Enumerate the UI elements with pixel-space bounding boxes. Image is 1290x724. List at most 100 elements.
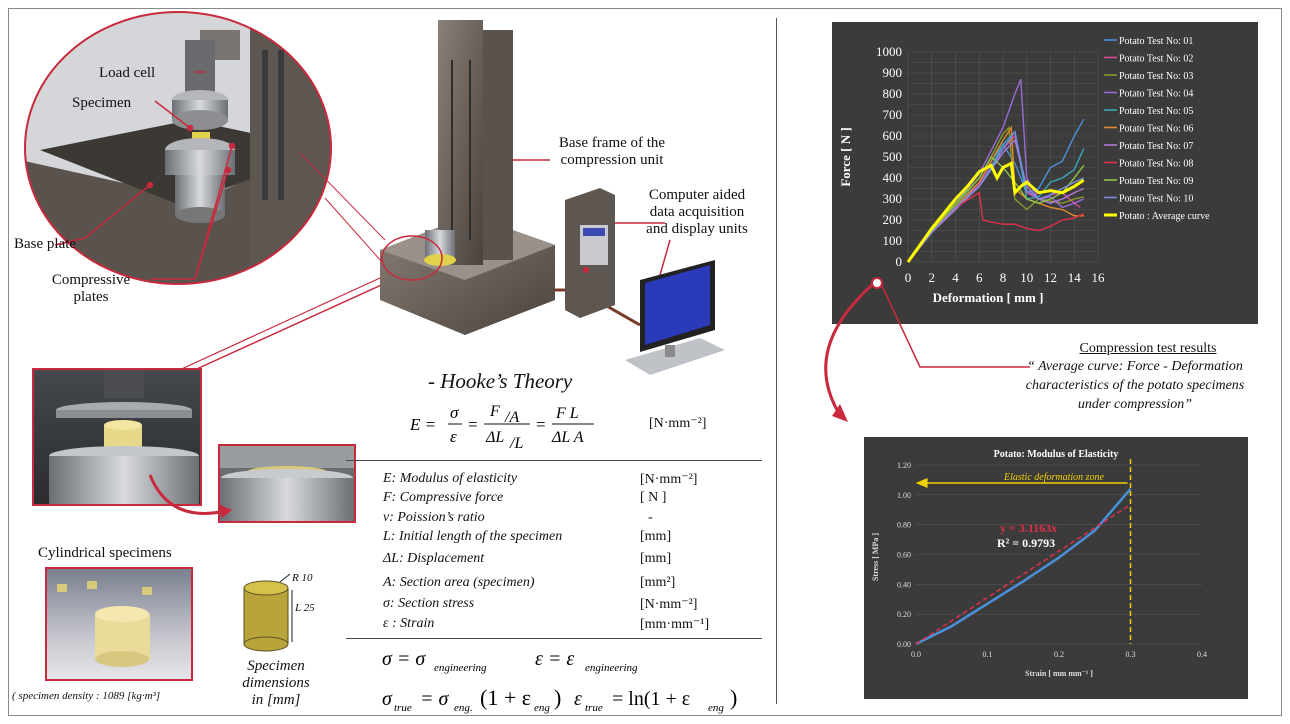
y-axis-label: Stress [ MPa ] — [871, 533, 880, 581]
svg-text:F: F — [489, 403, 500, 420]
label-dims-line3: in [mm] — [251, 692, 301, 708]
legend-label: Potato Test No: 07 — [1119, 141, 1193, 152]
legend-label: Potato Test No: 03 — [1119, 71, 1193, 82]
elastic-zone-arrowhead — [915, 478, 928, 488]
label-base-frame: Base frame of the compression unit — [548, 135, 676, 169]
series-line — [907, 138, 1085, 263]
results-caption-line1: “ Average curve: Force - Deformation — [1027, 359, 1243, 374]
y-tick-label: 200 — [883, 212, 903, 227]
series-line — [907, 130, 1085, 263]
hooke-separator-top — [346, 460, 762, 461]
legend-label: Potato Test No: 04 — [1119, 89, 1193, 100]
param-unit: - — [648, 510, 653, 525]
compression-machine — [299, 20, 641, 335]
hooke-title: - Hooke’s Theory — [428, 369, 573, 393]
zoom-detail — [25, 12, 331, 284]
param-unit: [mm·mm⁻¹] — [640, 617, 710, 632]
param-unit: [mm] — [640, 551, 672, 566]
param-name: σ: Section stress — [383, 596, 475, 611]
param-name: A: Section area (specimen) — [383, 575, 535, 590]
svg-text:ΔL A: ΔL A — [551, 429, 584, 446]
svg-text:ε = ε: ε = ε — [535, 648, 574, 670]
label-computer-line3: and display units — [646, 221, 748, 237]
svg-text:/L: /L — [509, 435, 523, 452]
legend-label: Potato Test No: 02 — [1119, 54, 1193, 65]
y-tick-label: 700 — [883, 107, 903, 122]
y-tick-label: 800 — [883, 86, 903, 101]
param-name: L: Initial length of the specimen — [383, 529, 563, 544]
x-tick-label: 10 — [1020, 270, 1033, 285]
control-cabinet — [565, 188, 615, 318]
photo-specimen-compressed — [218, 444, 356, 523]
x-tick-label: 14 — [1068, 270, 1082, 285]
param-unit: [ N ] — [640, 490, 667, 505]
series-line — [907, 79, 1085, 263]
force-deformation-chart-panel: 0 100 200 300 400 500 600 700 800 900 1000 0 2 4 6 8 10 1… — [832, 22, 1258, 324]
y-tick-label: 500 — [883, 149, 903, 164]
svg-text:ε: ε — [450, 427, 457, 446]
label-density: ( specimen density : 1089 [kg·m³] — [12, 690, 161, 702]
label-computer: Computer aided data acquisition and disp… — [636, 187, 758, 238]
y-tick-label: 0.80 — [897, 521, 911, 530]
trendline-equation: y = 3.1163x — [1000, 521, 1057, 535]
x-tick-label: 2 — [929, 270, 936, 285]
param-name: ΔL: Displacement — [383, 551, 485, 566]
force-deformation-chart: 0 100 200 300 400 500 600 700 800 900 1000 0 2 4 6 8 10 1… — [838, 36, 1210, 305]
label-compressive-line1: Compressive — [51, 272, 131, 288]
label-compressive-line2: plates — [73, 289, 109, 305]
label-specimen: Specimen — [72, 95, 132, 111]
x-tick-label: 0.0 — [911, 650, 921, 659]
x-tick-label: 0.2 — [1054, 650, 1064, 659]
x-tick-label: 16 — [1092, 270, 1106, 285]
label-cylindrical: Cylindrical specimens — [38, 545, 172, 561]
x-tick-label: 12 — [1044, 270, 1057, 285]
label-specimen-dims: Specimen dimensions in [mm] — [236, 658, 316, 709]
series-line — [906, 160, 1085, 263]
label-computer-line2: data acquisition — [649, 204, 745, 220]
results-caption-title: Compression test results — [1079, 341, 1217, 356]
label-load-cell: Load cell — [99, 65, 156, 81]
x-tick-label: 4 — [952, 270, 959, 285]
label-base-frame-line1: Base frame of the — [558, 135, 666, 151]
label-dim-l: L 25 — [295, 602, 315, 614]
svg-text:ε: ε — [574, 688, 582, 710]
svg-text:/A: /A — [504, 409, 519, 426]
svg-text:): ) — [554, 685, 561, 710]
svg-text:engineering: engineering — [585, 662, 638, 674]
label-dim-r: R 10 — [292, 572, 313, 584]
svg-text:= ln(1 + ε: = ln(1 + ε — [612, 688, 690, 710]
y-tick-label: 1.00 — [897, 491, 911, 500]
param-unit: [mm²] — [640, 575, 676, 590]
y-axis-label: Force [ N ] — [838, 127, 853, 186]
svg-text:E =: E = — [410, 415, 436, 434]
photo-cylindrical-specimens — [45, 567, 193, 681]
label-base-plate: Base plate — [14, 236, 77, 252]
param-name: F: Compressive force — [383, 490, 504, 505]
results-arrows — [824, 277, 1030, 422]
photo-compression-test — [32, 368, 202, 506]
stress-strain-definitions: σ = σ engineering ε = ε engineering σ tr… — [382, 648, 737, 714]
y-tick-label: 0.00 — [897, 640, 911, 649]
svg-text:eng: eng — [534, 702, 550, 714]
legend-label: Potato Test No: 06 — [1119, 124, 1193, 135]
hooke-unit: [N·mm⁻²] — [649, 416, 707, 431]
label-base-frame-line2: compression unit — [560, 152, 664, 168]
svg-text:= σ: = σ — [420, 688, 449, 710]
y-tick-label: 900 — [883, 65, 903, 80]
x-tick-label: 6 — [976, 270, 983, 285]
specimen-dimension-drawing — [243, 573, 293, 652]
param-name: ε : Strain — [383, 616, 435, 631]
modulus-chart-panel: Potato: Modulus of Elasticity 0.00 0.20 0.4… — [864, 437, 1248, 699]
hooke-formula: E = σ ε = F /A ΔL /L = F L ΔL A — [410, 403, 594, 452]
svg-text:σ: σ — [450, 403, 459, 422]
y-tick-label: 1.20 — [897, 461, 911, 470]
legend-label: Potato Test No: 10 — [1119, 194, 1193, 205]
label-compressive-plates: Compressive plates — [32, 272, 150, 306]
x-tick-label: 0.4 — [1197, 650, 1207, 659]
legend-label: Potato Test No: 09 — [1119, 176, 1193, 187]
x-tick-label: 8 — [1000, 270, 1007, 285]
x-axis-label: Deformation [ mm ] — [933, 290, 1044, 305]
y-tick-label: 300 — [883, 191, 903, 206]
figure-frame — [8, 8, 1282, 716]
y-tick-label: 1000 — [876, 44, 902, 59]
